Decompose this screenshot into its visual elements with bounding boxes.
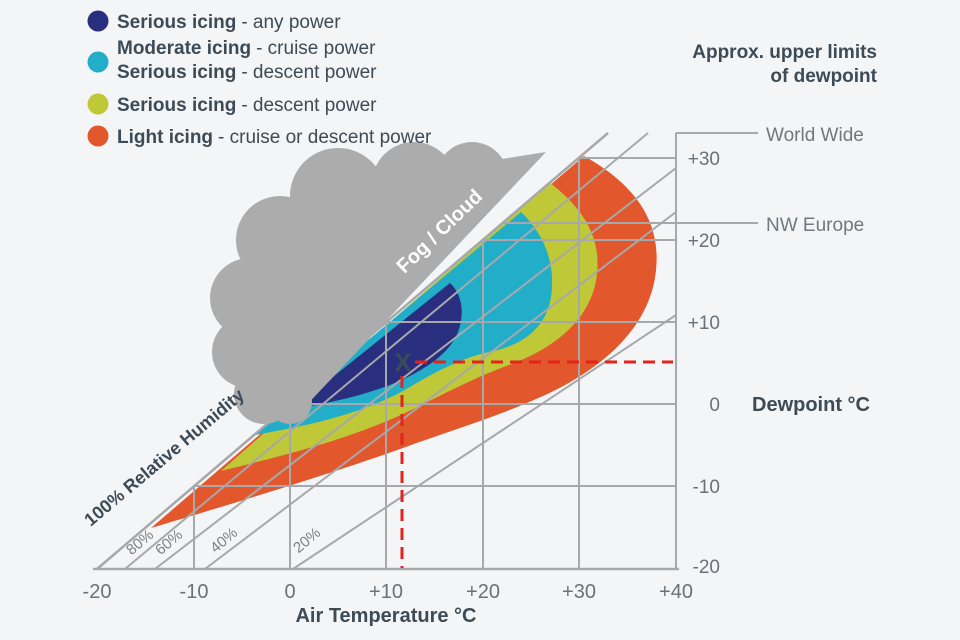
label-world-wide: World Wide [766, 125, 864, 146]
dewpoint-header-line2: of dewpoint [770, 66, 877, 87]
y-tick-plus20: +20 [688, 231, 720, 252]
x-tick-plus20: +20 [466, 581, 500, 603]
humidity-line-40 [204, 211, 677, 570]
legend-swatch-moderate-serious [87, 51, 109, 73]
y-tick-0: 0 [709, 395, 720, 416]
temperature-axis-title: Air Temperature °C [295, 605, 476, 627]
humidity-label-80: 80% [123, 526, 157, 558]
legend-label-moderate-cruise: Moderate icing - cruise power [117, 38, 376, 59]
fog-cloud-puff [268, 380, 312, 424]
legend-label-light-icing: Light icing - cruise or descent power [117, 127, 432, 148]
x-tick-plus10: +10 [369, 581, 403, 603]
legend-swatch-light-icing [87, 125, 109, 147]
x-tick-minus10: -10 [180, 581, 209, 603]
legend-label-serious-descent-alt: Serious icing - descent power [117, 62, 377, 83]
legend: Serious icing - any power Moderate icing -… [87, 10, 432, 148]
humidity-line-20 [292, 314, 677, 570]
humidity-line-80 [124, 132, 649, 570]
example-point: X [395, 349, 673, 568]
humidity-line-60 [154, 167, 677, 570]
x-tick-0: 0 [284, 581, 295, 603]
dewpoint-tick-labels: +30 +20 +10 0 -10 -20 [688, 149, 720, 578]
legend-swatch-serious-any [87, 10, 109, 32]
fog-cloud-puff [372, 142, 456, 226]
region-serious-any [293, 283, 462, 409]
humidity-label-100: 100% Relative Humidity [80, 385, 248, 530]
fog-cloud [210, 142, 546, 424]
humidity-label-60: 60% [152, 526, 186, 558]
humidity-label-40: 40% [207, 524, 241, 556]
y-tick-plus30: +30 [688, 149, 720, 170]
y-tick-plus10: +10 [688, 313, 720, 334]
dewpoint-axis-title: Dewpoint °C [752, 394, 870, 416]
y-tick-minus10: -10 [693, 477, 720, 498]
label-nw-europe: NW Europe [766, 215, 864, 236]
fog-cloud-puff [210, 258, 290, 338]
axes [93, 132, 758, 571]
x-tick-minus20: -20 [83, 581, 112, 603]
legend-swatch-serious-descent [87, 93, 109, 115]
x-tick-plus30: +30 [562, 581, 596, 603]
dewpoint-header-line1: Approx. upper limits [692, 42, 877, 63]
legend-label-serious-descent: Serious icing - descent power [117, 95, 377, 116]
marker-x: X [395, 349, 412, 377]
x-tick-plus40: +40 [659, 581, 693, 603]
legend-label-serious-any: Serious icing - any power [117, 12, 341, 33]
temperature-tick-labels: -20 -10 0 +10 +20 +30 +40 [83, 581, 693, 603]
y-tick-minus20: -20 [693, 557, 720, 578]
